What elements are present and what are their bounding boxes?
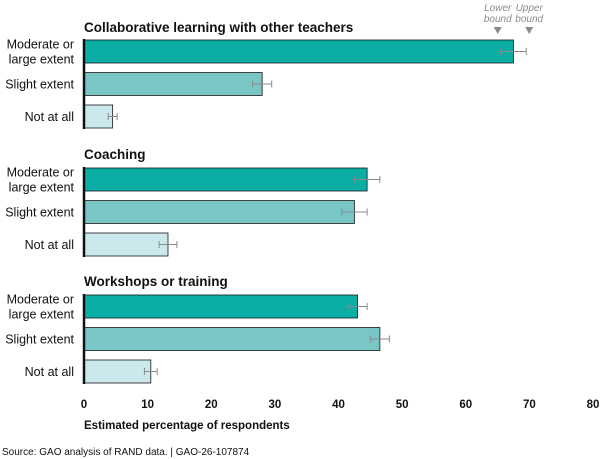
- x-axis: 0 10 20 30 40 50 60 70 80: [81, 399, 600, 411]
- category-label: Not at all: [25, 110, 74, 124]
- category-label: Moderate or large extent: [7, 293, 75, 322]
- error-bar: [500, 48, 527, 55]
- x-tick-label: 80: [587, 399, 600, 411]
- x-tick-label: 20: [205, 399, 218, 411]
- bar-slight-extent: [83, 72, 263, 96]
- category-label: Moderate or large extent: [7, 38, 75, 67]
- down-arrow-icon: [493, 27, 502, 34]
- bar-not-at-all: [83, 359, 152, 384]
- panel-collaborative-learning-with-other-teachers: Collaborative learning with other teache…: [5, 20, 527, 129]
- x-tick-label: 70: [523, 399, 536, 411]
- chart-panels: Collaborative learning with other teache…: [5, 20, 527, 384]
- error-bar: [341, 208, 368, 216]
- error-bar: [107, 113, 118, 120]
- category-label: Not at all: [25, 238, 74, 252]
- x-tick-label: 30: [268, 399, 281, 411]
- panel-title: Coaching: [84, 147, 146, 162]
- category-label: Moderate or large extent: [7, 166, 75, 195]
- panel-title: Collaborative learning with other teache…: [84, 20, 353, 35]
- error-bar: [347, 303, 368, 310]
- bar-moderate-or-large-extent: [83, 167, 368, 192]
- error-bar: [252, 80, 273, 88]
- lower-bound-label: Lower bound: [484, 3, 512, 25]
- panel-coaching: Coaching Moderate or large extent Slight ex…: [5, 147, 381, 257]
- x-tick-label: 10: [141, 399, 154, 411]
- x-axis-label: Estimated percentage of respondents: [84, 420, 290, 432]
- category-label: Slight extent: [5, 333, 74, 347]
- error-bar: [158, 241, 178, 248]
- error-bar: [369, 335, 390, 343]
- x-tick-label: 0: [81, 399, 87, 411]
- source-note: Source: GAO analysis of RAND data. | GAO…: [2, 447, 250, 458]
- bar-not-at-all: [83, 232, 169, 257]
- bar-moderate-or-large-extent: [83, 294, 358, 319]
- bar-slight-extent: [83, 327, 381, 351]
- category-label: Slight extent: [5, 206, 74, 220]
- bar-slight-extent: [83, 200, 355, 224]
- panel-title: Workshops or training: [84, 274, 228, 289]
- panel-workshops-or-training: Workshops or training Moderate or large ex…: [5, 274, 390, 384]
- down-arrow-icon: [525, 27, 534, 34]
- category-label: Slight extent: [5, 78, 74, 92]
- upper-bound-label: Upper bound: [515, 3, 543, 25]
- upper-bound-marker: Upper bound: [515, 3, 544, 34]
- lower-bound-marker: Lower bound: [484, 3, 512, 34]
- error-bar: [353, 176, 381, 183]
- error-bar: [143, 368, 158, 375]
- category-label: Not at all: [25, 365, 74, 379]
- x-tick-label: 40: [332, 399, 345, 411]
- x-tick-label: 60: [459, 399, 472, 411]
- bar-moderate-or-large-extent: [83, 39, 514, 64]
- x-tick-label: 50: [396, 399, 409, 411]
